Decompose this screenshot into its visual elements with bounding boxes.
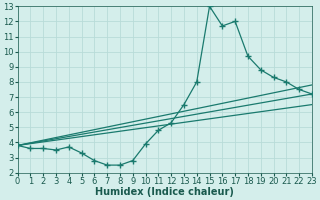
X-axis label: Humidex (Indice chaleur): Humidex (Indice chaleur) bbox=[95, 187, 234, 197]
